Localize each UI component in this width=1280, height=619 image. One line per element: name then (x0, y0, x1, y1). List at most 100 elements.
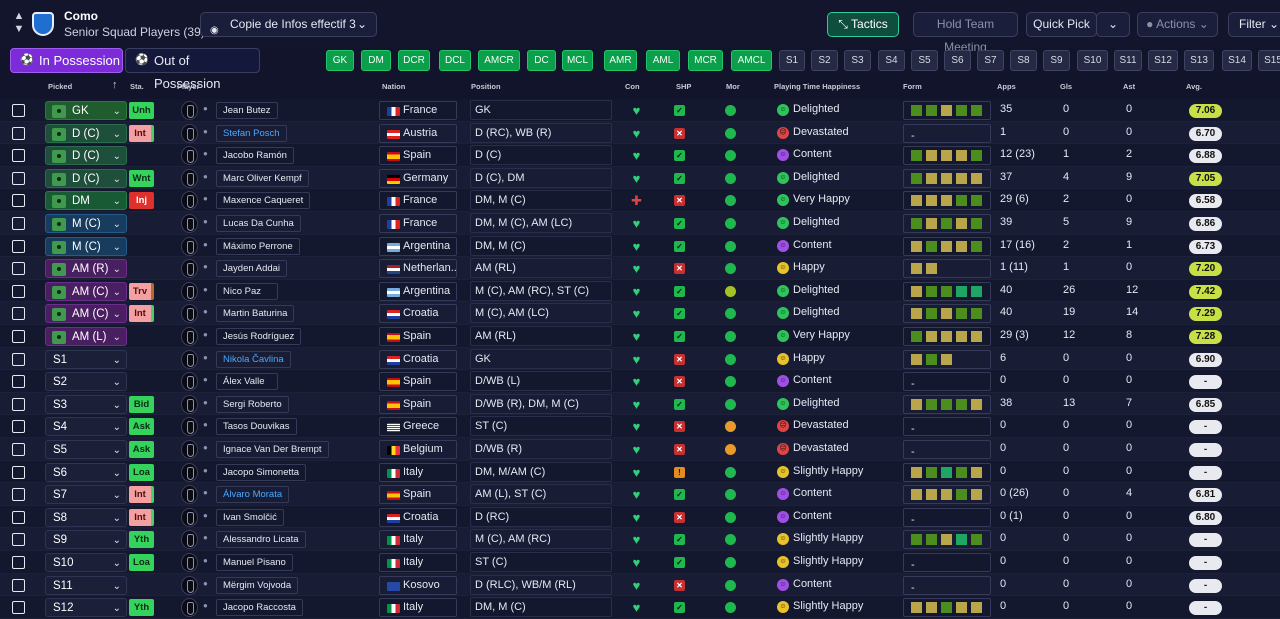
picked-position-select[interactable]: S10 ⌄ (45, 553, 127, 572)
player-name[interactable]: Ivan Smolčić (216, 508, 284, 526)
table-row[interactable]: S6 ⌄ Loa ● Jacopo Simonetta Italy DM, M/AM (C)… (0, 460, 1280, 484)
picked-position-select[interactable]: S11 ⌄ (45, 575, 127, 595)
position-chip[interactable]: DCR (398, 50, 430, 71)
player-name[interactable]: Lucas Da Cunha (216, 215, 301, 232)
quick-pick-button[interactable]: Quick Pick (1026, 12, 1097, 37)
position-chip[interactable]: S4 (878, 50, 905, 71)
table-row[interactable]: AM (R) ⌄ ● Jayden Addai Netherlan... AM (RL) ♥… (0, 257, 1280, 280)
position-chip[interactable]: S10 (1077, 50, 1108, 71)
col-apps[interactable]: Apps (997, 82, 1016, 91)
status-badge[interactable]: Trv (129, 282, 154, 300)
table-row[interactable]: S9 ⌄ Yth ● Alessandro Licata Italy M (C), AM (… (0, 528, 1280, 551)
player-name[interactable]: Jacobo Ramón (216, 147, 294, 165)
table-row[interactable]: S2 ⌄ ● Álex Valle Spain D/WB (L) ♥ ✕ ☺ Content - 0 0… (0, 370, 1280, 393)
player-name[interactable]: Jacopo Raccosta (216, 599, 303, 617)
player-name[interactable]: Álvaro Morata (216, 486, 290, 504)
col-ast[interactable]: Ast (1123, 82, 1136, 91)
picked-position-select[interactable]: AM (L) ⌄ (45, 327, 127, 346)
status-badge[interactable]: Ask (129, 418, 154, 436)
picked-position-select[interactable]: S1 ⌄ (45, 349, 127, 369)
nation-cell[interactable]: Croatia (379, 349, 457, 369)
table-row[interactable]: AM (L) ⌄ ● Jesús Rodríguez Spain AM (RL) ♥ ✓ ☺ Ve… (0, 325, 1280, 348)
player-name[interactable]: Martin Baturina (216, 305, 295, 323)
nation-cell[interactable]: Argentina (379, 236, 457, 256)
table-row[interactable]: S3 ⌄ Bid ● Sergi Roberto Spain D/WB (R), DM, M… (0, 392, 1280, 416)
nation-cell[interactable]: Spain (379, 485, 457, 505)
row-checkbox[interactable] (12, 171, 25, 185)
col-nation[interactable]: Nation (382, 82, 406, 91)
status-badge[interactable]: Loa (129, 463, 154, 481)
nation-cell[interactable]: Croatia (379, 507, 457, 527)
picked-position-select[interactable]: AM (C) ⌄ (45, 304, 127, 324)
nation-cell[interactable]: Croatia (379, 304, 457, 324)
row-checkbox[interactable] (12, 556, 25, 569)
picked-position-select[interactable]: GK ⌄ (45, 101, 127, 120)
player-name[interactable]: Alessandro Licata (216, 531, 306, 549)
col-form[interactable]: Form (903, 82, 922, 91)
table-row[interactable]: S7 ⌄ Int ● Álvaro Morata Spain AM (L), ST (C) ♥… (0, 483, 1280, 506)
quick-pick-dropdown[interactable]: ⌄ (1096, 12, 1130, 37)
position-chip[interactable]: S3 (844, 50, 871, 71)
club-switch-arrows[interactable]: ▲ ▼ (13, 10, 25, 35)
row-checkbox[interactable] (12, 239, 25, 253)
nation-cell[interactable]: France (379, 214, 457, 233)
row-checkbox[interactable] (12, 104, 25, 117)
picked-position-select[interactable]: S9 ⌄ (45, 530, 127, 550)
row-checkbox[interactable] (12, 352, 25, 366)
position-chip[interactable]: S8 (1010, 50, 1037, 71)
position-chip[interactable]: S13 (1184, 50, 1214, 71)
col-shp[interactable]: SHP (676, 82, 692, 91)
status-badge[interactable]: Inj (129, 192, 154, 210)
status-badge[interactable]: Yth (129, 599, 154, 617)
col-con[interactable]: Con (625, 82, 640, 91)
status-badge[interactable]: Loa (129, 554, 154, 571)
row-checkbox[interactable] (12, 443, 25, 456)
position-chip[interactable]: DM (361, 50, 391, 71)
col-avg[interactable]: Avg. (1186, 82, 1202, 91)
player-name[interactable]: Manuel Pisano (216, 554, 293, 571)
player-name[interactable]: Jacopo Simonetta (216, 463, 307, 481)
picked-position-select[interactable]: S12 ⌄ (45, 598, 127, 618)
player-name[interactable]: Ignace Van Der Brempt (216, 441, 329, 458)
status-badge[interactable]: Bid (129, 395, 154, 413)
position-chip[interactable]: MCL (562, 50, 593, 71)
nation-cell[interactable]: Spain (379, 394, 457, 414)
position-chip[interactable]: AMCL (731, 50, 772, 71)
picked-position-select[interactable]: AM (C) ⌄ (45, 281, 127, 301)
col-gls[interactable]: Gls (1060, 82, 1073, 91)
row-checkbox[interactable] (12, 262, 25, 276)
table-row[interactable]: DM ⌄ Inj ● Maxence Caqueret France DM, M (C) ✚ ✕… (0, 189, 1280, 212)
filter-button[interactable]: Filter ⌄ (1228, 12, 1280, 37)
position-chip[interactable]: S15 (1258, 50, 1280, 71)
player-name[interactable]: Jayden Addai (216, 260, 288, 278)
position-chip[interactable]: AML (646, 50, 680, 71)
picked-position-select[interactable]: M (C) ⌄ (45, 236, 127, 256)
nation-cell[interactable]: Italy (379, 462, 457, 482)
picked-position-select[interactable]: AM (R) ⌄ (45, 259, 127, 279)
picked-position-select[interactable]: S2 ⌄ (45, 372, 127, 392)
position-chip[interactable]: S14 (1222, 50, 1252, 71)
status-badge[interactable]: Ask (129, 441, 154, 458)
nation-cell[interactable]: Greece (379, 417, 457, 437)
player-name[interactable]: Maxence Caqueret (216, 192, 311, 210)
nation-cell[interactable]: France (379, 191, 457, 211)
row-checkbox[interactable] (12, 578, 25, 592)
table-row[interactable]: GK ⌄ Unh ● Jean Butez France GK ♥ ✓ ☺ Delighted 35 0… (0, 99, 1280, 122)
in-possession-tab[interactable]: ⚽ In Possession (10, 48, 123, 73)
position-chip[interactable]: AMR (604, 50, 637, 71)
nation-cell[interactable]: Belgium (379, 440, 457, 459)
picked-position-select[interactable]: D (C) ⌄ (45, 168, 127, 188)
nation-cell[interactable]: Spain (379, 327, 457, 346)
col-player[interactable]: Player (177, 82, 200, 91)
picked-position-select[interactable]: S7 ⌄ (45, 485, 127, 505)
row-checkbox[interactable] (12, 307, 25, 321)
picked-position-select[interactable]: S4 ⌄ (45, 417, 127, 437)
player-name[interactable]: Tasos Douvikas (216, 418, 297, 436)
nation-cell[interactable]: Austria (379, 123, 457, 143)
table-row[interactable]: S10 ⌄ Loa ● Manuel Pisano Italy ST (C) ♥ ✓ ☺ Sligh… (0, 551, 1280, 574)
status-badge[interactable]: Unh (129, 102, 154, 119)
col-mor[interactable]: Mor (726, 82, 740, 91)
nation-cell[interactable]: Argentina (379, 281, 457, 301)
table-row[interactable]: S4 ⌄ Ask ● Tasos Douvikas Greece ST (C) ♥ ✕ ☹ Deva… (0, 415, 1280, 438)
table-row[interactable]: S8 ⌄ Int ● Ivan Smolčić Croatia D (RC) ♥ ✕ ☺ Conte… (0, 505, 1280, 529)
